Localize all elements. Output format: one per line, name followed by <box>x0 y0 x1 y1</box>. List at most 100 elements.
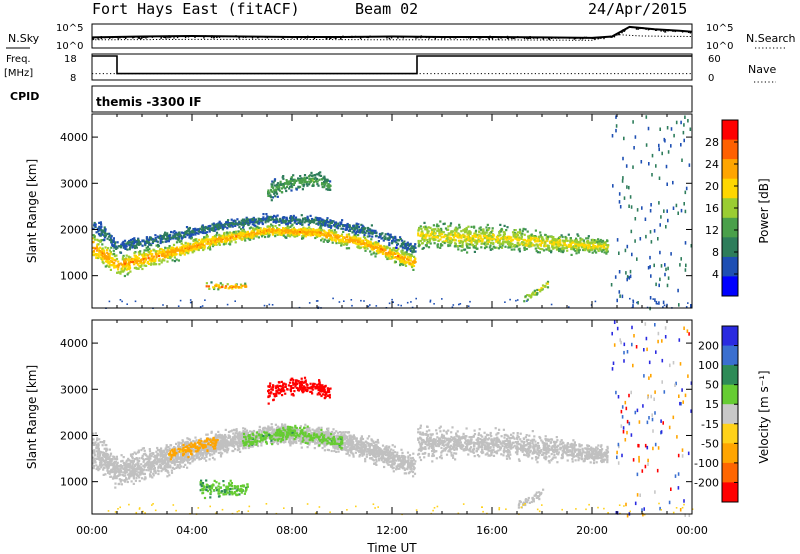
power-cell <box>473 238 476 241</box>
power-cell <box>460 234 463 237</box>
power-cell <box>316 235 319 238</box>
power-cell <box>92 237 95 240</box>
power-cell <box>108 232 111 235</box>
power-cell <box>480 242 483 245</box>
power-noise-cell <box>625 271 627 275</box>
power-cell <box>267 225 270 228</box>
power-cell <box>355 239 358 242</box>
power-near-range-cell <box>121 300 123 303</box>
power-cell <box>165 240 168 243</box>
power-cell <box>353 233 356 236</box>
power-cell <box>289 233 292 236</box>
power-cell <box>580 243 584 247</box>
noise-sky-point <box>688 31 690 33</box>
power-near-range-cell <box>317 306 320 309</box>
power-cell <box>550 241 553 244</box>
power-cell <box>184 250 187 253</box>
power-cell <box>363 228 366 231</box>
power-cell <box>230 233 233 236</box>
noise-sky-point <box>211 35 213 37</box>
power-cell <box>163 249 166 252</box>
power-cell <box>234 234 237 237</box>
power-cell <box>300 178 303 181</box>
power-cell <box>132 240 135 243</box>
power-cell <box>278 231 281 234</box>
power-cell <box>425 226 428 229</box>
power-cell <box>180 231 183 234</box>
power-noise-cell <box>622 156 624 161</box>
power-noise-cell <box>685 263 687 268</box>
power-cell <box>185 251 188 254</box>
power-cell <box>134 244 137 247</box>
power-cell <box>124 267 127 270</box>
power-cell <box>214 228 218 231</box>
noise-sky-point <box>282 37 284 40</box>
power-cell <box>596 248 599 251</box>
power-noise-cell <box>667 218 669 223</box>
power-cell <box>379 249 382 252</box>
power-cell <box>271 226 275 229</box>
noise-sky-point <box>362 36 364 38</box>
power-cell <box>295 231 298 234</box>
power-cell <box>221 283 224 286</box>
power-cell <box>155 254 158 257</box>
power-cell <box>99 221 102 224</box>
power-cell <box>184 242 187 245</box>
power-cell <box>592 243 595 247</box>
power-cell <box>180 252 183 255</box>
power-cell <box>289 179 293 182</box>
noise-sky-point <box>512 36 514 38</box>
power-cell <box>519 231 522 234</box>
power-cell <box>359 237 362 240</box>
power-cell <box>202 238 205 241</box>
power-cell <box>149 236 152 239</box>
power-cell <box>600 241 604 244</box>
power-cell <box>322 176 325 180</box>
power-cell <box>496 236 499 239</box>
power-cell <box>321 233 324 237</box>
colorbar-swatch <box>722 217 738 238</box>
power-cell <box>569 241 572 244</box>
power-near-range-cell <box>343 300 345 302</box>
power-cell <box>346 222 349 226</box>
noise-sky-point <box>143 36 146 38</box>
power-cell <box>272 231 275 234</box>
power-cell <box>185 246 188 249</box>
noise-sky-point <box>281 36 284 38</box>
power-noise-cell <box>665 164 668 169</box>
power-cell <box>124 258 127 261</box>
power-cell <box>394 260 397 264</box>
noise-sky-point <box>488 38 490 40</box>
power-cell <box>302 217 305 220</box>
power-cell <box>117 271 120 274</box>
power-cell <box>481 238 484 241</box>
power-noise-cell <box>660 215 662 219</box>
power-cell <box>467 236 470 239</box>
power-cell <box>281 176 284 179</box>
power-cell <box>330 229 333 232</box>
power-cell <box>530 245 533 248</box>
power-near-range-cell <box>308 302 311 304</box>
power-cell <box>363 234 366 237</box>
power-cell <box>492 237 496 240</box>
power-cell <box>303 180 306 183</box>
power-cell <box>187 243 190 246</box>
power-cell <box>257 220 260 223</box>
power-cell <box>290 219 293 222</box>
power-cell <box>443 222 446 225</box>
power-cell <box>131 244 134 247</box>
power-noise-cell <box>626 185 628 189</box>
power-cell <box>558 244 561 247</box>
power-cell <box>285 179 288 182</box>
power-cell <box>141 267 144 271</box>
power-cell <box>152 249 155 252</box>
power-cell <box>345 235 349 238</box>
power-cell <box>294 216 298 219</box>
power-cell <box>336 226 340 229</box>
colorbar-swatch <box>722 139 738 160</box>
power-cell <box>355 230 358 234</box>
power-cell <box>323 220 326 223</box>
power-cell <box>167 248 170 251</box>
power-cell <box>553 242 556 245</box>
power-cell <box>254 218 257 221</box>
